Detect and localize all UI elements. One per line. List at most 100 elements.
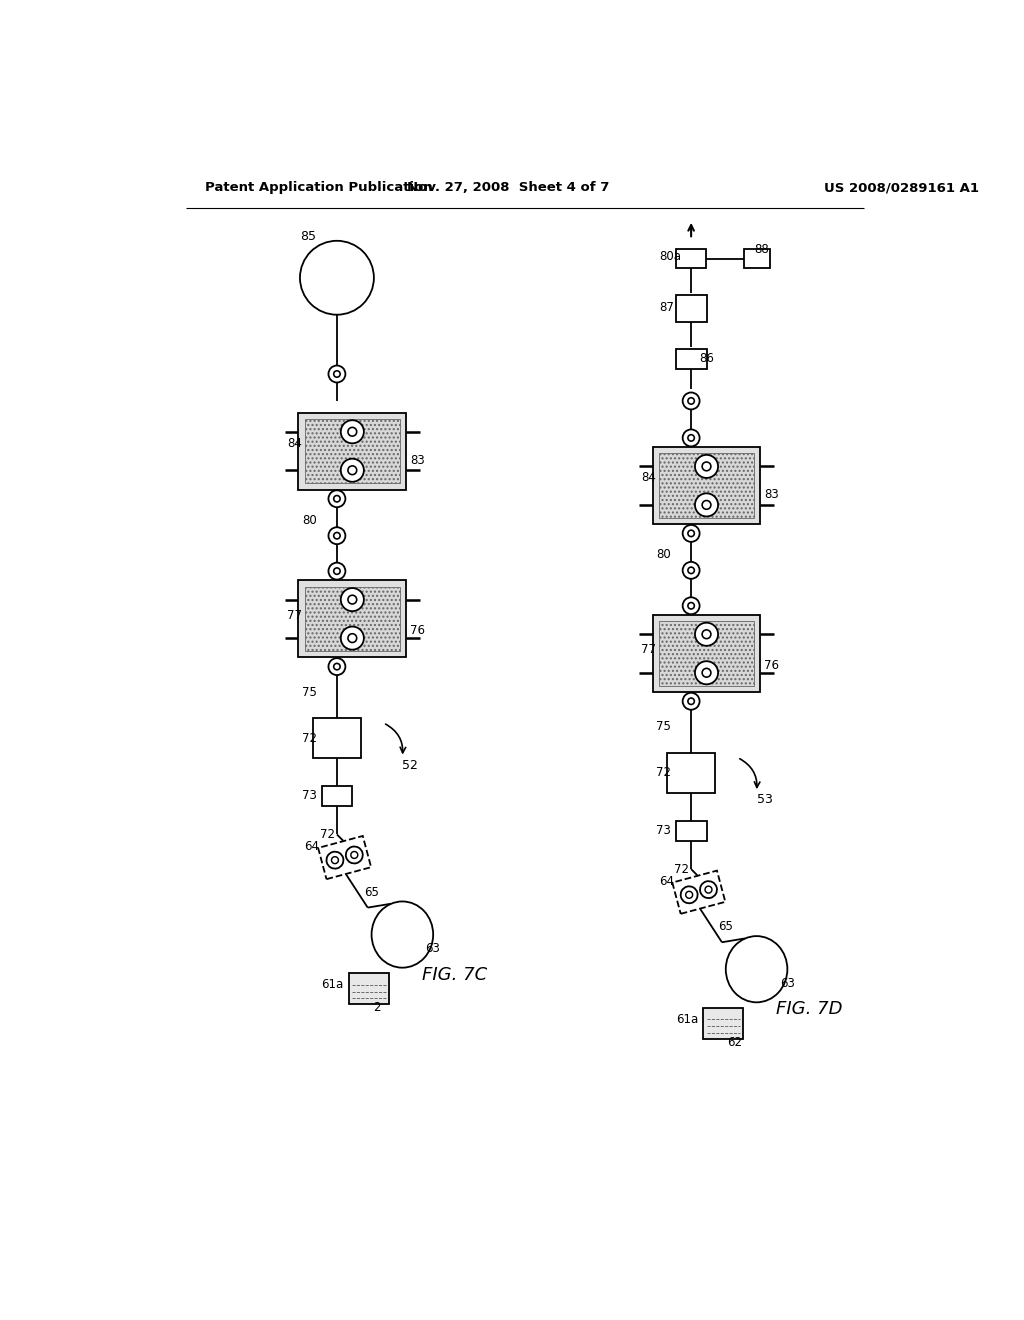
Bar — [703, 1007, 743, 1039]
Text: 77: 77 — [641, 643, 656, 656]
Bar — [652, 447, 761, 524]
Circle shape — [334, 568, 340, 574]
Circle shape — [334, 664, 340, 669]
Text: US 2008/0289161 A1: US 2008/0289161 A1 — [823, 181, 979, 194]
Circle shape — [695, 455, 718, 478]
Text: 65: 65 — [718, 920, 733, 933]
Circle shape — [702, 462, 711, 471]
Text: 76: 76 — [764, 659, 779, 672]
Text: 64: 64 — [658, 875, 674, 888]
Text: 65: 65 — [364, 886, 379, 899]
Text: 80: 80 — [656, 548, 671, 561]
Bar — [349, 973, 389, 1003]
Text: 83: 83 — [410, 454, 425, 467]
Circle shape — [341, 627, 364, 649]
Circle shape — [341, 458, 364, 482]
Circle shape — [683, 429, 699, 446]
Circle shape — [348, 595, 356, 605]
Text: 80a: 80a — [658, 251, 681, 264]
Circle shape — [300, 240, 374, 314]
Text: 84: 84 — [641, 471, 656, 484]
Circle shape — [688, 568, 694, 574]
Text: 64: 64 — [304, 841, 319, 853]
Text: 52: 52 — [402, 759, 418, 772]
Circle shape — [688, 602, 694, 609]
Circle shape — [705, 886, 712, 894]
Bar — [668, 752, 715, 793]
Circle shape — [351, 851, 357, 858]
Circle shape — [702, 630, 711, 639]
Bar — [318, 836, 371, 879]
Circle shape — [334, 371, 340, 378]
Text: FIG. 7C: FIG. 7C — [422, 966, 486, 983]
Bar — [676, 348, 707, 368]
Text: 86: 86 — [698, 352, 714, 366]
Bar — [304, 586, 400, 651]
Text: 62: 62 — [727, 1036, 742, 1049]
Circle shape — [683, 597, 699, 614]
Bar — [658, 453, 755, 517]
Circle shape — [327, 851, 343, 869]
Circle shape — [348, 428, 356, 436]
Text: 84: 84 — [287, 437, 302, 450]
Circle shape — [695, 494, 718, 516]
Circle shape — [702, 668, 711, 677]
Circle shape — [329, 562, 345, 579]
Circle shape — [329, 527, 345, 544]
Circle shape — [683, 525, 699, 543]
Bar — [744, 249, 770, 268]
Bar — [652, 615, 761, 692]
Circle shape — [683, 562, 699, 579]
Text: 72: 72 — [319, 828, 335, 841]
Circle shape — [681, 886, 697, 903]
Text: 73: 73 — [656, 824, 672, 837]
Circle shape — [688, 397, 694, 404]
Circle shape — [329, 659, 345, 675]
Circle shape — [334, 495, 340, 502]
Circle shape — [346, 846, 362, 863]
Circle shape — [700, 882, 717, 898]
Circle shape — [695, 623, 718, 645]
Text: 88: 88 — [755, 243, 769, 256]
Circle shape — [686, 891, 692, 899]
Circle shape — [688, 531, 694, 537]
Bar — [676, 821, 707, 841]
Circle shape — [688, 698, 694, 705]
Bar — [676, 294, 707, 322]
Circle shape — [695, 661, 718, 684]
Bar — [298, 412, 407, 490]
Text: 63: 63 — [779, 977, 795, 990]
Bar — [304, 418, 400, 483]
Text: 63: 63 — [425, 942, 440, 954]
Circle shape — [329, 490, 345, 507]
Circle shape — [702, 500, 711, 510]
Text: 87: 87 — [658, 301, 674, 314]
Text: 2: 2 — [373, 1001, 381, 1014]
Bar — [298, 581, 407, 657]
Circle shape — [688, 434, 694, 441]
Bar — [658, 622, 755, 686]
Ellipse shape — [726, 936, 787, 1002]
Circle shape — [341, 420, 364, 444]
Text: 61a: 61a — [322, 978, 344, 991]
Circle shape — [348, 466, 356, 475]
Text: 75: 75 — [302, 685, 317, 698]
Circle shape — [683, 392, 699, 409]
Bar — [313, 718, 360, 758]
Text: 77: 77 — [287, 609, 302, 622]
Text: 72: 72 — [656, 767, 672, 779]
Text: 83: 83 — [764, 488, 779, 502]
Circle shape — [348, 634, 356, 643]
Circle shape — [683, 693, 699, 710]
Circle shape — [329, 366, 345, 383]
Text: FIG. 7D: FIG. 7D — [776, 1001, 843, 1018]
Text: 72: 72 — [674, 862, 689, 875]
Text: 80: 80 — [302, 513, 317, 527]
Circle shape — [334, 532, 340, 539]
Text: Patent Application Publication: Patent Application Publication — [205, 181, 433, 194]
Text: 61a: 61a — [676, 1012, 698, 1026]
Text: 73: 73 — [302, 789, 317, 803]
Text: 76: 76 — [410, 624, 425, 638]
Circle shape — [332, 857, 338, 863]
Text: 53: 53 — [757, 793, 772, 807]
